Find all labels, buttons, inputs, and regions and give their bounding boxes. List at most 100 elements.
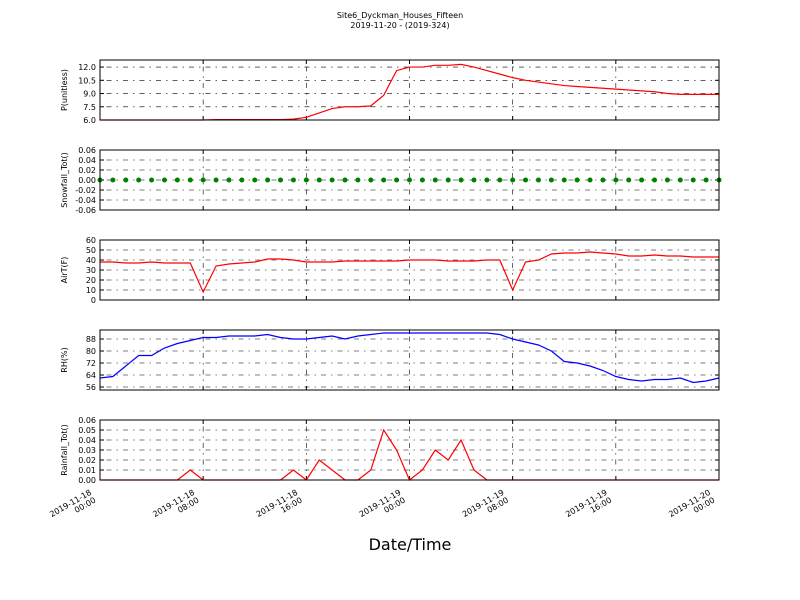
x-tick-label: 2019-11-2000:00	[667, 488, 716, 527]
data-point	[458, 177, 464, 183]
x-tick-label: 2019-11-1908:00	[461, 488, 510, 527]
data-point	[432, 177, 438, 183]
y-tick-label: 0.05	[78, 426, 96, 435]
x-tick-label: 2019-11-1800:00	[48, 488, 97, 527]
data-point	[355, 177, 361, 183]
data-point	[303, 177, 309, 183]
y-tick-label: 7.5	[83, 103, 96, 112]
data-point	[497, 177, 503, 183]
data-point	[664, 177, 670, 183]
y-tick-label: 0.00	[78, 176, 96, 185]
data-point	[278, 177, 284, 183]
data-point	[407, 177, 412, 183]
data-point	[600, 177, 606, 183]
data-point	[445, 177, 451, 183]
y-tick-label: 10	[86, 286, 96, 295]
y-tick-label: 12.0	[78, 63, 96, 72]
data-point	[213, 177, 219, 183]
y-tick-label: 64	[86, 371, 96, 380]
data-point	[639, 177, 645, 183]
data-point	[535, 177, 541, 183]
y-tick-label: 0.06	[78, 146, 96, 155]
y-tick-label: 0.02	[78, 166, 96, 175]
data-point	[574, 177, 580, 183]
data-point	[381, 177, 387, 183]
data-point	[548, 177, 554, 183]
data-point	[265, 177, 271, 183]
data-point	[561, 177, 567, 183]
y-tick-label: -0.06	[75, 206, 96, 215]
data-point	[200, 177, 206, 183]
y-tick-label: 80	[86, 347, 96, 356]
data-point	[161, 177, 167, 183]
y-tick-label: 30	[86, 266, 96, 275]
y-tick-label: 10.5	[78, 76, 96, 85]
data-point	[226, 177, 232, 183]
data-point	[149, 177, 155, 183]
data-point	[368, 177, 374, 183]
data-point	[136, 177, 142, 183]
y-tick-label: 0.02	[78, 456, 96, 465]
x-axis-label: Date/Time	[369, 535, 452, 554]
data-point	[510, 177, 516, 183]
data-point	[329, 177, 335, 183]
y-tick-label: 0.06	[78, 416, 96, 425]
y-tick-label: 0.04	[78, 156, 96, 165]
y-tick-label: -0.04	[75, 196, 96, 205]
data-point	[613, 177, 619, 183]
data-point	[677, 177, 683, 183]
y-axis-label: Snowfall_Tot()	[60, 152, 69, 208]
y-tick-label: 0.00	[78, 476, 96, 485]
data-point	[187, 177, 193, 183]
y-tick-label: 20	[86, 276, 96, 285]
y-tick-label: 56	[86, 383, 96, 392]
y-tick-label: 0.01	[78, 466, 96, 475]
data-point	[652, 177, 658, 183]
data-point	[239, 177, 245, 183]
y-tick-label: 60	[86, 236, 96, 245]
data-point	[174, 177, 180, 183]
plot-frame	[99, 59, 720, 121]
y-tick-label: 0.04	[78, 436, 96, 445]
y-tick-label: 40	[86, 256, 96, 265]
data-point	[484, 177, 490, 183]
data-point	[252, 177, 258, 183]
x-tick-label: 2019-11-1808:00	[151, 488, 200, 527]
data-point	[342, 177, 348, 183]
y-axis-label: AirT(F)	[60, 257, 69, 284]
plot-frame	[99, 239, 720, 301]
x-tick-label: 2019-11-1816:00	[255, 488, 304, 527]
plot-frame	[99, 419, 720, 481]
y-tick-label: 0	[91, 296, 96, 305]
data-point	[626, 177, 632, 183]
plot-frame	[99, 329, 720, 391]
y-tick-label: -0.02	[75, 186, 96, 195]
y-tick-label: 88	[86, 335, 96, 344]
data-point	[690, 177, 696, 183]
data-point	[123, 177, 129, 183]
data-point	[394, 177, 400, 183]
data-point	[523, 177, 529, 183]
y-tick-label: 72	[86, 359, 96, 368]
x-tick-label: 2019-11-1900:00	[358, 488, 407, 527]
y-tick-label: 0.03	[78, 446, 96, 455]
x-tick-label: 2019-11-1916:00	[564, 488, 613, 527]
data-point	[471, 177, 477, 183]
y-axis-label: P(unitless)	[60, 69, 69, 111]
data-point	[587, 177, 593, 183]
y-axis-label: RH(%)	[60, 347, 69, 372]
chart-subtitle: 2019-11-20 - (2019-324)	[350, 21, 449, 30]
data-point	[110, 177, 116, 183]
data-line	[99, 332, 720, 384]
plot-frame	[99, 149, 720, 211]
chart-title: Site6_Dyckman_Houses_Fifteen	[337, 11, 463, 20]
y-tick-label: 50	[86, 246, 96, 255]
data-point	[316, 177, 322, 183]
data-point	[703, 177, 709, 183]
y-axis-label: Rainfall_Tot()	[60, 424, 69, 476]
data-point	[290, 177, 296, 183]
y-tick-label: 9.0	[83, 90, 96, 99]
data-line	[100, 63, 719, 121]
data-point	[419, 177, 425, 183]
